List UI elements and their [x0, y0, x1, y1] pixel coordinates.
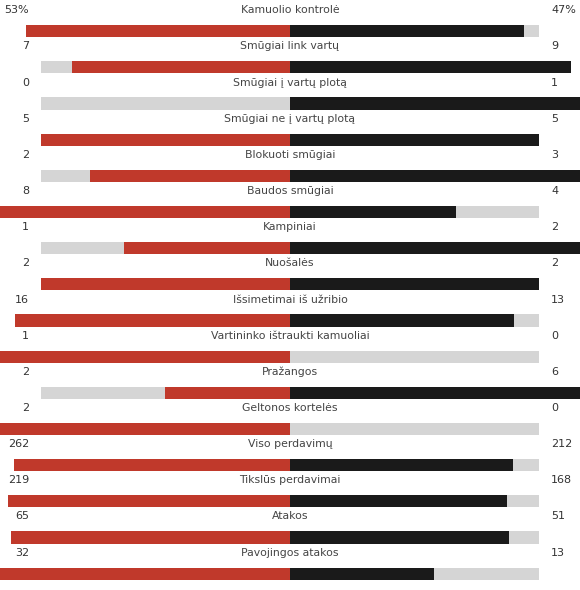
Bar [0, 423, 290, 435]
Text: Smūgiai į vartų plotą: Smūgiai į vartų plotą [233, 77, 347, 87]
Text: 219: 219 [8, 476, 29, 486]
Text: 51: 51 [551, 512, 565, 522]
Bar [0, 568, 290, 580]
Bar [290, 386, 580, 399]
Bar [290, 278, 539, 290]
Bar [290, 568, 434, 580]
Text: Kamuolio kontrolė: Kamuolio kontrolė [241, 5, 339, 15]
Text: 1: 1 [22, 222, 29, 232]
Text: 2: 2 [551, 258, 558, 268]
Text: Pražangos: Pražangos [262, 366, 318, 377]
Text: 262: 262 [8, 439, 29, 449]
Bar [0, 350, 290, 363]
Bar [8, 495, 290, 507]
Bar [41, 314, 539, 327]
Text: Baudos smūgiai: Baudos smūgiai [246, 186, 334, 196]
Text: 65: 65 [15, 512, 29, 522]
Text: Išsimetimai iš užribio: Išsimetimai iš užribio [233, 294, 347, 304]
Bar [41, 133, 539, 146]
Text: 32: 32 [15, 548, 29, 558]
Text: Atakos: Atakos [272, 512, 308, 522]
Bar [90, 170, 290, 182]
Text: Kampiniai: Kampiniai [263, 222, 317, 232]
Text: 212: 212 [551, 439, 572, 449]
Text: 6: 6 [551, 367, 558, 377]
Text: Geltonos kortelės: Geltonos kortelės [242, 403, 338, 413]
Text: 8: 8 [22, 186, 29, 196]
Bar [41, 423, 539, 435]
Bar [41, 532, 539, 543]
Text: 168: 168 [551, 476, 572, 486]
Bar [15, 314, 290, 327]
Text: Vartininko ištraukti kamuoliai: Vartininko ištraukti kamuoliai [211, 330, 369, 340]
Text: 0: 0 [551, 403, 558, 413]
Bar [72, 61, 290, 74]
Bar [26, 25, 290, 37]
Bar [14, 459, 290, 471]
Bar [41, 133, 290, 146]
Bar [290, 242, 580, 254]
Bar [41, 386, 539, 399]
Text: 5: 5 [551, 114, 558, 124]
Bar [290, 206, 456, 218]
Bar [290, 97, 580, 110]
Bar [290, 170, 580, 182]
Bar [41, 61, 539, 74]
Text: 2: 2 [22, 367, 29, 377]
Text: 7: 7 [22, 41, 29, 51]
Text: Tikslūs perdavimai: Tikslūs perdavimai [240, 476, 340, 486]
Text: 0: 0 [551, 330, 558, 340]
Bar [41, 242, 539, 254]
Bar [165, 386, 290, 399]
Bar [290, 532, 509, 543]
Text: Smūgiai link vartų: Smūgiai link vartų [241, 41, 339, 51]
Bar [41, 25, 539, 37]
Text: 0: 0 [22, 77, 29, 87]
Bar [41, 206, 539, 218]
Text: 1: 1 [22, 330, 29, 340]
Bar [41, 350, 539, 363]
Bar [290, 133, 539, 146]
Text: 53%: 53% [5, 5, 29, 15]
Text: 47%: 47% [551, 5, 576, 15]
Bar [0, 206, 290, 218]
Bar [41, 568, 539, 580]
Text: 2: 2 [22, 150, 29, 160]
Text: 13: 13 [551, 548, 565, 558]
Bar [41, 97, 539, 110]
Bar [290, 61, 571, 74]
Bar [290, 495, 506, 507]
Bar [41, 278, 290, 290]
Text: 5: 5 [22, 114, 29, 124]
Text: 16: 16 [15, 294, 29, 304]
Bar [290, 25, 524, 37]
Text: 13: 13 [551, 294, 565, 304]
Text: 9: 9 [551, 41, 558, 51]
Text: 2: 2 [22, 403, 29, 413]
Text: 2: 2 [551, 222, 558, 232]
Bar [41, 170, 539, 182]
Bar [290, 459, 513, 471]
Text: 2: 2 [22, 258, 29, 268]
Bar [290, 314, 514, 327]
Text: Pavojingos atakos: Pavojingos atakos [241, 548, 339, 558]
Text: Viso perdavimų: Viso perdavimų [248, 439, 332, 449]
Bar [10, 532, 290, 543]
Text: 1: 1 [551, 77, 558, 87]
Text: Blokuoti smūgiai: Blokuoti smūgiai [245, 150, 335, 160]
Text: Smūgiai ne į vartų plotą: Smūgiai ne į vartų plotą [224, 114, 356, 124]
Bar [124, 242, 290, 254]
Text: 4: 4 [551, 186, 558, 196]
Bar [41, 495, 539, 507]
Bar [41, 278, 539, 290]
Bar [41, 459, 539, 471]
Text: 3: 3 [551, 150, 558, 160]
Text: Nuošalės: Nuošalės [265, 258, 315, 268]
